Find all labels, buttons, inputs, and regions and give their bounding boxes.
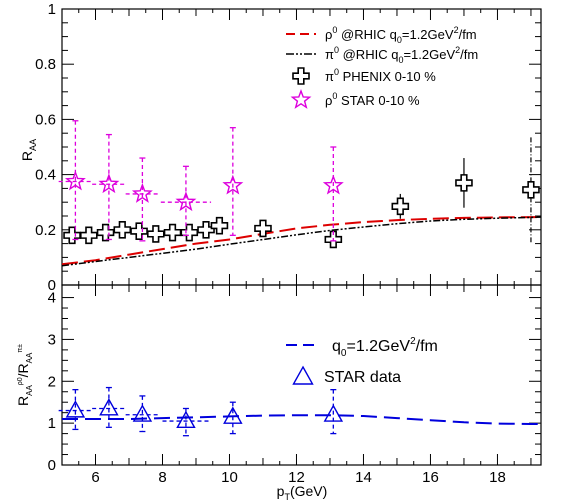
phenix-point bbox=[197, 221, 215, 239]
phenix-point bbox=[96, 223, 115, 242]
phenix-point bbox=[180, 223, 199, 242]
y-tick-label: 2 bbox=[48, 373, 56, 390]
y-tick-label: 1 bbox=[48, 1, 56, 18]
bottom-series bbox=[58, 386, 541, 437]
top-axes: 0 0.2 0.4 0.6 0.8 1 bbox=[35, 1, 541, 294]
top-series bbox=[58, 120, 542, 267]
legend-star-data-marker bbox=[292, 365, 314, 385]
star-point bbox=[64, 170, 86, 191]
star-data-point bbox=[323, 404, 344, 422]
x-axis-title: pT(GeV) bbox=[277, 483, 328, 502]
top-legend: ρ0 @RHIC q0=1.2GeV2/fm π0 @RHIC q0=1.2Ge… bbox=[286, 25, 478, 109]
x-tick-label: 6 bbox=[91, 469, 99, 486]
x-tick-label: 18 bbox=[489, 469, 506, 486]
y-tick-label: 3 bbox=[48, 331, 56, 348]
phenix-point bbox=[522, 180, 540, 199]
x-tick-label: 16 bbox=[422, 469, 439, 486]
legend-phenix-label: π0 PHENIX 0-10 % bbox=[325, 67, 436, 84]
legend-pi-rhic-label: π0 @RHIC q0=1.2GeV2/fm bbox=[325, 45, 478, 65]
legend-cross-shape bbox=[292, 67, 310, 85]
legend-star-label: ρ0 STAR 0-10 % bbox=[325, 91, 420, 108]
star-point bbox=[131, 182, 153, 203]
x-tick-label: 14 bbox=[355, 469, 372, 486]
phenix-point bbox=[146, 225, 165, 243]
bottom-panel-frame bbox=[61, 284, 542, 466]
phenix-point bbox=[254, 219, 272, 238]
top-panel: 00.20.40.60.81 RAA ρ0 @RHIC q0=1.2GeV2/f… bbox=[19, 1, 542, 294]
star-data-point bbox=[65, 400, 86, 418]
phenix-point bbox=[391, 197, 410, 216]
rho-rhic-curve bbox=[61, 216, 541, 266]
phenix-point bbox=[63, 226, 81, 245]
star-point bbox=[222, 174, 244, 195]
star-data-point bbox=[176, 410, 196, 429]
y-tick-label: 0.4 bbox=[35, 167, 56, 184]
y-tick-label: 1 bbox=[48, 415, 56, 432]
pi-rhic-curve bbox=[61, 216, 542, 267]
phenix-point bbox=[79, 226, 98, 245]
y-tick-label: 0 bbox=[48, 277, 56, 294]
x-tick-label: 8 bbox=[158, 469, 166, 486]
legend-star-marker bbox=[290, 89, 312, 109]
legend-rho-rhic-label: ρ0 @RHIC q0=1.2GeV2/fm bbox=[325, 25, 477, 45]
legend-star-shape bbox=[290, 89, 312, 109]
legend-star-data-label: STAR data bbox=[324, 369, 401, 386]
phenix-point bbox=[455, 174, 473, 192]
star-data-point bbox=[132, 404, 153, 422]
phenix-point bbox=[210, 216, 229, 235]
y-tick-label: 4 bbox=[48, 290, 56, 307]
x-tick-label: 10 bbox=[221, 469, 238, 486]
star-point bbox=[175, 191, 197, 212]
y-tick-label: 0.6 bbox=[35, 111, 56, 128]
star-point bbox=[322, 174, 344, 195]
legend-phenix-marker bbox=[292, 67, 310, 85]
legend-triangle-shape bbox=[292, 365, 314, 385]
q0-ratio-curve bbox=[62, 414, 541, 425]
y-tick-label: 0.8 bbox=[35, 56, 56, 73]
x-tick-label: 12 bbox=[288, 469, 305, 486]
phenix-point bbox=[113, 221, 132, 239]
y-tick-label: 0 bbox=[48, 457, 56, 474]
y-tick-label: 0.2 bbox=[35, 222, 56, 239]
phenix-point bbox=[163, 223, 182, 242]
star-point bbox=[98, 173, 120, 194]
star-data-point bbox=[99, 398, 119, 416]
star-data-point bbox=[223, 406, 243, 424]
x-axis-title-text: pT(GeV) bbox=[277, 483, 328, 502]
